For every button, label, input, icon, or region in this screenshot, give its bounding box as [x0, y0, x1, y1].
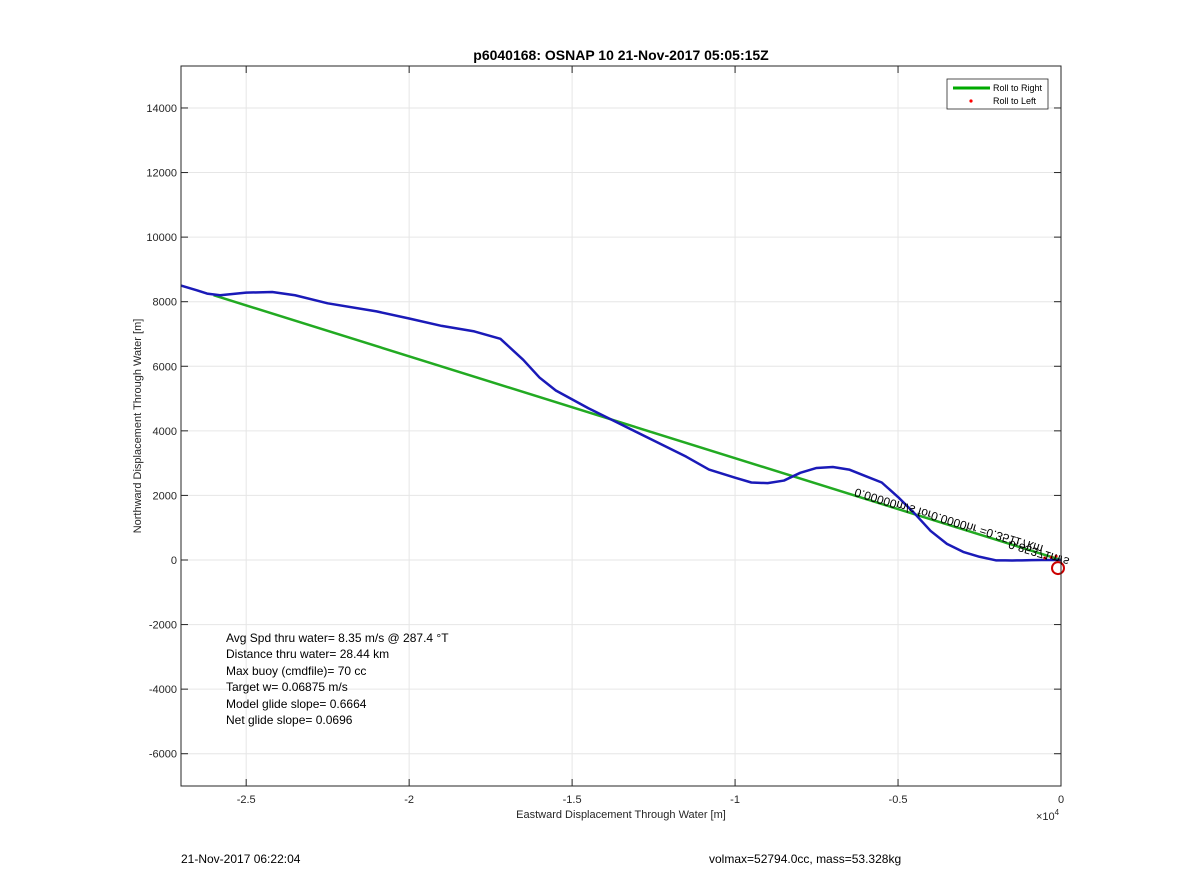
axes-box	[180, 65, 1062, 787]
y-tick-label: 14000	[146, 103, 177, 115]
x-exponent-label: ×104	[1036, 808, 1060, 823]
y-tick-label: 10000	[146, 232, 177, 244]
roll-left-point	[1054, 554, 1058, 558]
series-group	[180, 284, 1065, 576]
stat-distance: Distance thru water= 28.44 km	[226, 647, 389, 661]
y-tick-label: 0	[171, 555, 177, 567]
roll-left-point	[1043, 556, 1047, 560]
y-tick-label: 6000	[153, 361, 177, 373]
legend-label-roll-right: Roll to Right	[993, 83, 1043, 93]
legend-label-roll-left: Roll to Left	[993, 96, 1037, 106]
end-marker	[1051, 561, 1065, 576]
ticks: -2.5 -2 -1.5 -1 -0.5 0 -6000 -4000 -2000 0 2000 400…	[146, 66, 1064, 806]
x-tick-label: -0.5	[889, 794, 908, 806]
x-tick-label: 0	[1058, 794, 1064, 806]
series-line-track	[180, 284, 1061, 562]
footer-volume-mass: volmax=52794.0cc, mass=53.328kg	[709, 852, 902, 866]
y-tick-label: 4000	[153, 426, 177, 438]
y-tick-label: 2000	[153, 490, 177, 502]
y-axis-label: Northward Displacement Through Water [m]	[132, 319, 144, 534]
legend: Roll to Right Roll to Left	[946, 78, 1049, 110]
plot-area	[181, 66, 1061, 786]
footer-timestamp: 21-Nov-2017 06:22:04	[181, 852, 301, 866]
stat-max-buoy: Max buoy (cmdfile)= 70 cc	[226, 664, 366, 678]
y-tick-label: 12000	[146, 168, 177, 180]
roll-left-point	[1049, 555, 1053, 559]
chart-title: p6040168: OSNAP 10 21-Nov-2017 05:05:15Z	[473, 47, 769, 63]
stat-model-glide: Model glide slope= 0.6664	[226, 697, 367, 711]
stat-target-w: Target w= 0.06875 m/s	[226, 680, 348, 694]
x-axis-label: Eastward Displacement Through Water [m]	[516, 809, 726, 821]
stat-net-glide: Net glide slope= 0.0696	[226, 713, 353, 727]
y-tick-label: -4000	[149, 684, 177, 696]
legend-swatch-roll-left	[969, 99, 973, 103]
x-tick-label: -1.5	[563, 794, 582, 806]
series-line-roll-right	[213, 294, 1062, 562]
stats-block: Avg Spd thru water= 8.35 m/s @ 287.4 °T …	[226, 631, 449, 727]
stat-avg-speed: Avg Spd thru water= 8.35 m/s @ 287.4 °T	[226, 631, 449, 645]
x-tick-label: -2.5	[237, 794, 256, 806]
x-tick-label: -1	[730, 794, 740, 806]
y-tick-label: -6000	[149, 749, 177, 761]
legend-box	[946, 78, 1049, 110]
x-tick-label: -2	[404, 794, 414, 806]
y-tick-label: 8000	[153, 297, 177, 309]
y-tick-label: -2000	[149, 620, 177, 632]
